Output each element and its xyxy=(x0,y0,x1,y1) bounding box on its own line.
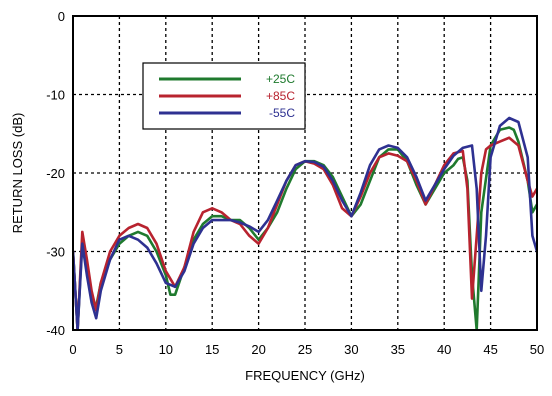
y-tick-label: -20 xyxy=(46,166,65,181)
y-tick-label: -10 xyxy=(46,88,65,103)
x-tick-label: 20 xyxy=(251,342,265,357)
x-tick-label: 15 xyxy=(205,342,219,357)
x-tick-label: 30 xyxy=(344,342,358,357)
legend: +25C +85C -55C xyxy=(142,62,306,130)
legend-label-2: +85C xyxy=(266,89,295,103)
series-line-3 xyxy=(73,116,537,330)
y-axis-title: RETURN LOSS (dB) xyxy=(10,113,25,234)
y-tick-label: -30 xyxy=(46,245,65,260)
x-tick-label: 35 xyxy=(391,342,405,357)
x-tick-label: 45 xyxy=(483,342,497,357)
plot-frame xyxy=(72,15,538,331)
x-tick-label: 0 xyxy=(69,342,76,357)
series-layer xyxy=(73,116,537,330)
x-tick-label: 25 xyxy=(298,342,312,357)
legend-label-1: +25C xyxy=(266,72,295,86)
x-axis-title: FREQUENCY (GHz) xyxy=(245,368,365,383)
tick-labels: 0 5 10 15 20 25 30 35 40 45 50 0 -10 -20 -30 -40 xyxy=(46,9,544,357)
x-tick-label: 40 xyxy=(437,342,451,357)
y-tick-label: -40 xyxy=(46,323,65,338)
y-tick-label: 0 xyxy=(58,9,65,24)
legend-label-3: -55C xyxy=(269,106,295,120)
x-tick-label: 10 xyxy=(159,342,173,357)
x-tick-label: 5 xyxy=(116,342,123,357)
x-tick-label: 50 xyxy=(530,342,544,357)
